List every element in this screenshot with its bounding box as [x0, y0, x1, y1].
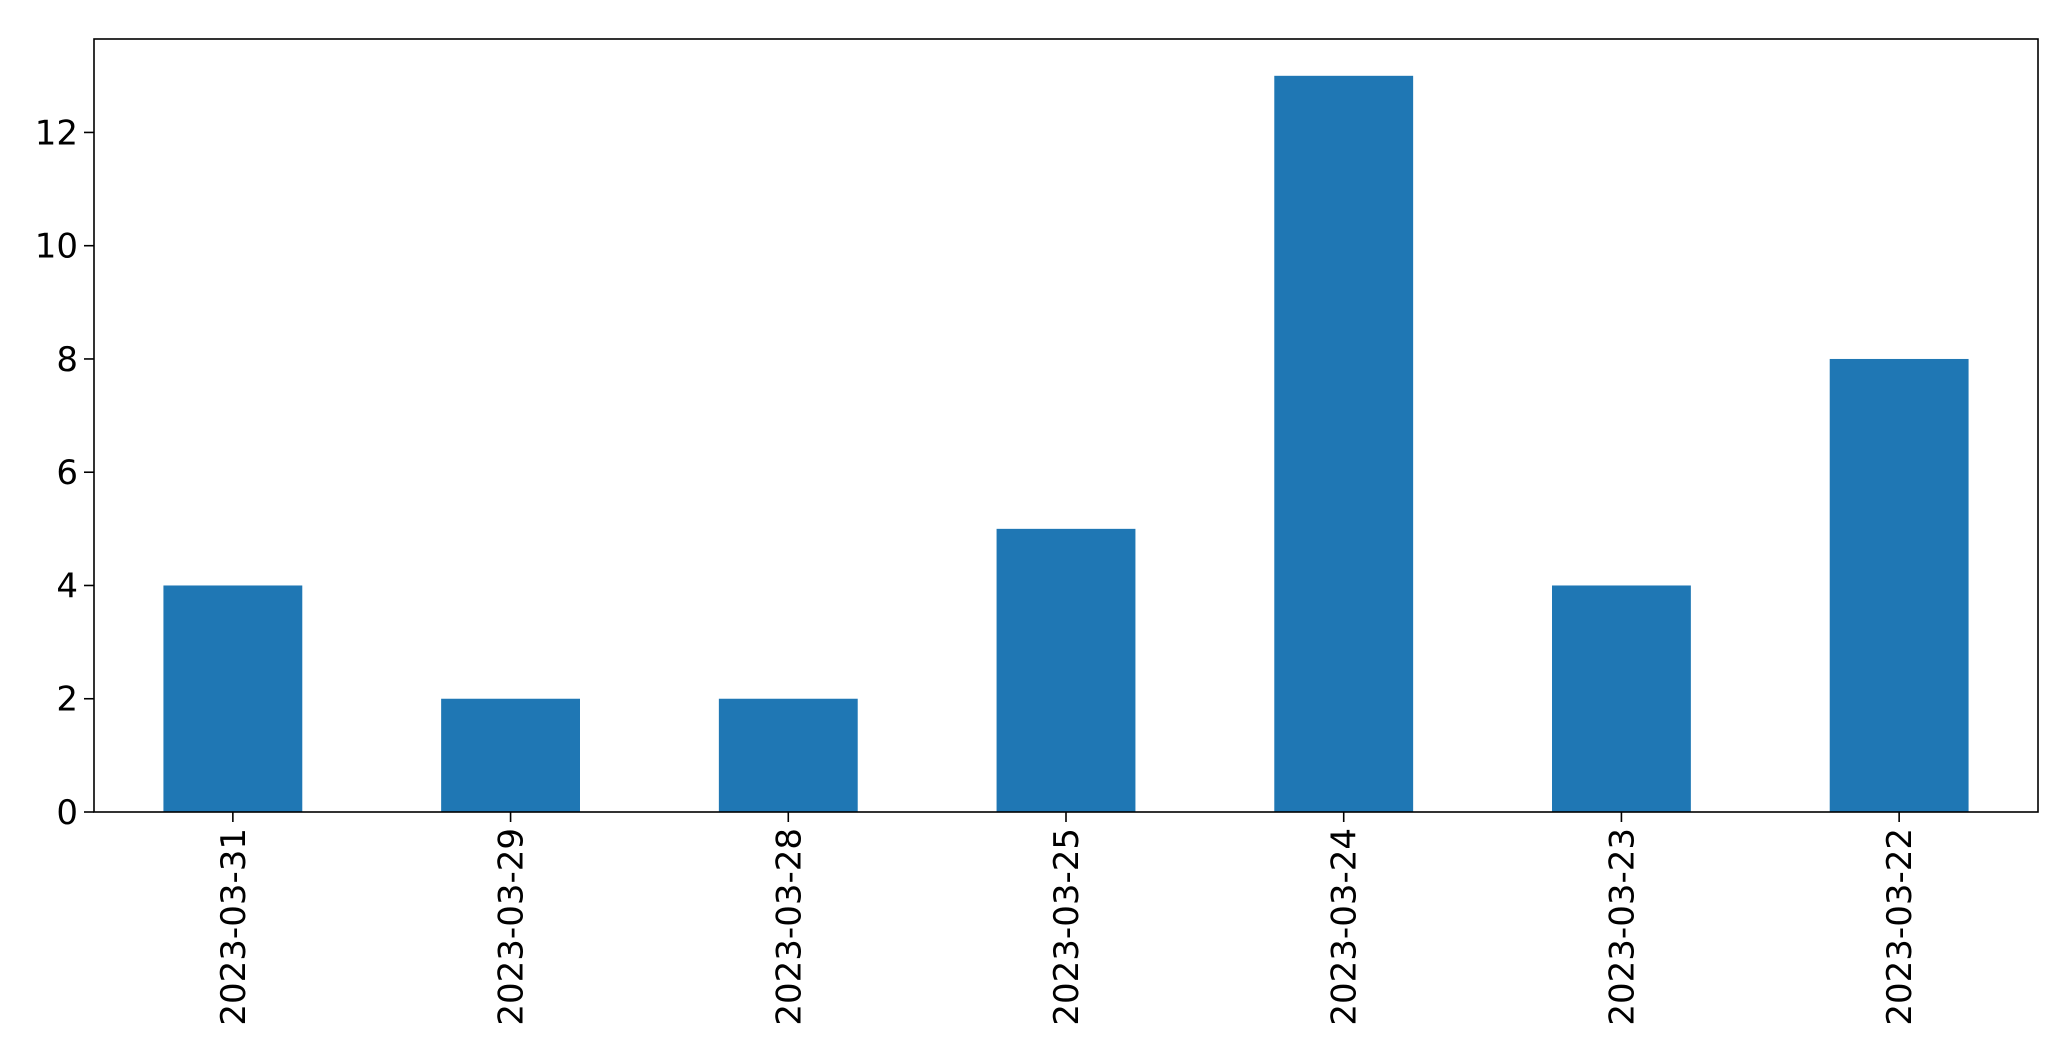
x-tick-label: 2023-03-25	[1047, 828, 1087, 1026]
x-tick-label: 2023-03-23	[1602, 828, 1642, 1026]
plot-frame	[93, 38, 2039, 813]
bar-2023-03-31	[163, 585, 303, 812]
x-tick-label: 2023-03-31	[214, 828, 254, 1026]
y-tick-label: 12	[35, 113, 78, 153]
x-axis-ticks: 2023-03-31 2023-03-29 2023-03-28 2023-03-25…	[214, 812, 1920, 1026]
x-tick-label: 2023-03-24	[1325, 828, 1365, 1026]
y-axis-ticks: 0 2 4 6 8 10 12	[35, 113, 94, 833]
y-tick-label: 4	[56, 566, 78, 606]
y-tick-label: 8	[56, 340, 78, 380]
bar-2023-03-22	[1829, 358, 1969, 812]
y-tick-label: 2	[56, 680, 78, 720]
x-tick-label: 2023-03-22	[1880, 828, 1920, 1026]
bar-2023-03-28	[718, 698, 858, 812]
bar-2023-03-24	[1274, 75, 1414, 813]
bar-2023-03-23	[1552, 585, 1691, 812]
bars-group	[163, 75, 1969, 813]
y-tick-label: 6	[56, 453, 78, 493]
bar-2023-03-25	[996, 528, 1136, 812]
y-tick-label: 0	[56, 793, 78, 833]
x-tick-label: 2023-03-28	[769, 828, 809, 1026]
bar-2023-03-29	[441, 698, 580, 812]
y-tick-label: 10	[35, 227, 78, 267]
x-tick-label: 2023-03-29	[492, 828, 532, 1026]
